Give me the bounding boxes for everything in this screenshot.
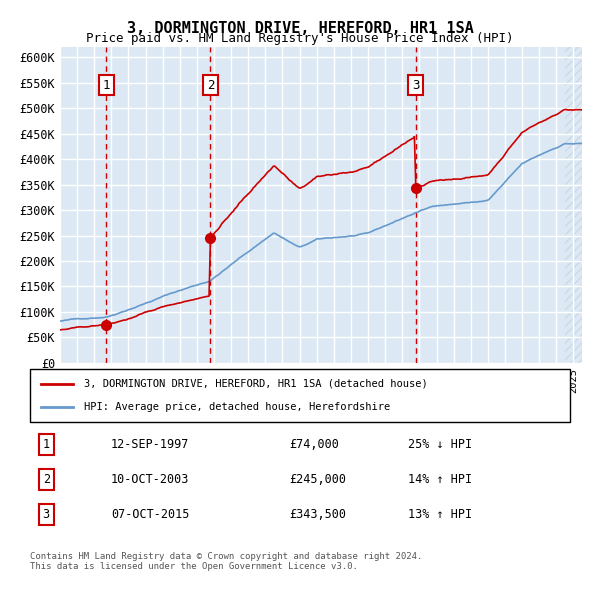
Text: 3, DORMINGTON DRIVE, HEREFORD, HR1 1SA (detached house): 3, DORMINGTON DRIVE, HEREFORD, HR1 1SA (… bbox=[84, 379, 428, 389]
Text: 2: 2 bbox=[207, 78, 214, 91]
Text: £343,500: £343,500 bbox=[289, 508, 346, 521]
Text: £74,000: £74,000 bbox=[289, 438, 339, 451]
Text: £245,000: £245,000 bbox=[289, 473, 346, 486]
Text: 2: 2 bbox=[43, 473, 50, 486]
Text: 14% ↑ HPI: 14% ↑ HPI bbox=[408, 473, 472, 486]
Text: 3, DORMINGTON DRIVE, HEREFORD, HR1 1SA: 3, DORMINGTON DRIVE, HEREFORD, HR1 1SA bbox=[127, 21, 473, 35]
Bar bbox=[565, 47, 582, 363]
Text: 10-OCT-2003: 10-OCT-2003 bbox=[111, 473, 190, 486]
Text: HPI: Average price, detached house, Herefordshire: HPI: Average price, detached house, Here… bbox=[84, 402, 390, 412]
Text: Price paid vs. HM Land Registry's House Price Index (HPI): Price paid vs. HM Land Registry's House … bbox=[86, 32, 514, 45]
Text: 1: 1 bbox=[103, 78, 110, 91]
Text: 12-SEP-1997: 12-SEP-1997 bbox=[111, 438, 190, 451]
Text: 07-OCT-2015: 07-OCT-2015 bbox=[111, 508, 190, 521]
Text: Contains HM Land Registry data © Crown copyright and database right 2024.
This d: Contains HM Land Registry data © Crown c… bbox=[30, 552, 422, 571]
FancyBboxPatch shape bbox=[30, 369, 570, 422]
Text: 3: 3 bbox=[412, 78, 419, 91]
Text: 3: 3 bbox=[43, 508, 50, 521]
Text: 1: 1 bbox=[43, 438, 50, 451]
Text: 25% ↓ HPI: 25% ↓ HPI bbox=[408, 438, 472, 451]
Bar bbox=[565, 47, 582, 363]
Text: 13% ↑ HPI: 13% ↑ HPI bbox=[408, 508, 472, 521]
